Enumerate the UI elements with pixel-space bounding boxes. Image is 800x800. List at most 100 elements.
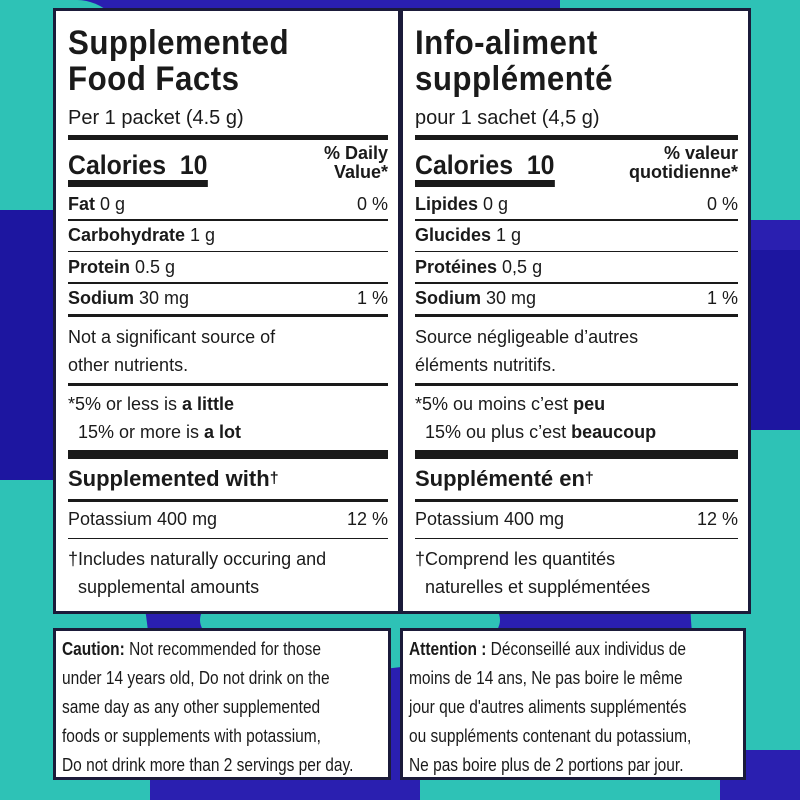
dv-line: quotidienne* xyxy=(629,162,738,182)
nutrient-name: Glucides xyxy=(415,225,492,245)
label-title: Info-aliment supplémenté xyxy=(415,25,712,97)
potassium-amount: Potassium 400 mg xyxy=(68,509,218,529)
caution-line: under 14 years old, Do not drink on the xyxy=(62,668,330,688)
nutrient-amount: 30 mg xyxy=(139,288,190,308)
divider xyxy=(415,219,738,221)
caution-line: Déconseillé aux individus de xyxy=(486,639,687,659)
serving-size: Per 1 packet (4.5 g) xyxy=(68,107,244,129)
dv-line: % Daily xyxy=(323,143,388,163)
nutrient-name: Carbohydrate xyxy=(68,225,186,245)
fn-bold: peu xyxy=(573,393,606,414)
divider xyxy=(68,537,388,539)
daily-value-header: % Daily Value* xyxy=(324,140,388,189)
caution-line: Not recommended for those xyxy=(124,639,321,659)
supp-label: Supplémenté en xyxy=(415,465,585,491)
caution-line: Do not drink more than 2 servings per da… xyxy=(62,755,354,775)
nutrient-name: Fat xyxy=(68,193,95,214)
nutrient-note: Source négligeable d’autres éléments nutr… xyxy=(415,317,738,383)
caution-line: Ne pas boire plus de 2 portions par jour… xyxy=(409,755,684,775)
dv-footnote: *5% or less is a little 15% or more is a… xyxy=(68,386,388,450)
nutrient-amount: 1 g xyxy=(496,225,522,245)
dv-line: Value* xyxy=(333,162,388,182)
note-line: Not a significant source of xyxy=(68,326,276,347)
calories: Calories 10 xyxy=(415,140,555,187)
divider xyxy=(68,250,388,252)
caution-line: same day as any other supplemented xyxy=(62,697,321,717)
divider xyxy=(68,219,388,221)
calories-row: Calories 10 % valeur quotidienne* xyxy=(415,140,738,189)
dagger-footnote: †Includes naturally occuring and suppleme… xyxy=(68,539,388,601)
caution-label: Attention : xyxy=(409,639,487,659)
nutrient-name: Sodium xyxy=(68,288,134,308)
potassium-dv: 12 % xyxy=(346,509,388,529)
nutrient-dv: 1 % xyxy=(356,288,388,308)
divider xyxy=(68,135,388,140)
nutrition-facts-english: Supplemented Food Facts Per 1 packet (4.… xyxy=(53,8,401,614)
calories-value: 10 xyxy=(179,150,208,180)
nutrient-row: Fat 0 g 0 % xyxy=(68,189,388,219)
divider xyxy=(68,498,388,502)
calories-value: 10 xyxy=(526,150,555,180)
caution-line: moins de 14 ans, Ne pas boire le même xyxy=(409,668,683,688)
divider xyxy=(415,382,738,386)
nutrient-name: Lipides xyxy=(415,193,479,214)
caution-label: Caution: xyxy=(62,639,125,659)
dagger-footnote: †Comprend les quantités naturelles et sup… xyxy=(415,539,738,601)
divider xyxy=(415,313,738,317)
nutrient-amount: 1 g xyxy=(190,225,216,245)
divider xyxy=(415,135,738,140)
caution-english: Caution: Not recommended for those under … xyxy=(53,628,391,780)
nutrient-row: Glucides 1 g xyxy=(415,221,738,251)
fn-bold: beaucoup xyxy=(571,421,657,442)
fn-text: *5% or less is xyxy=(68,393,183,414)
caution-line: jour que d'autres aliments supplémentés xyxy=(409,697,687,717)
dv-footnote: *5% ou moins c’est peu 15% ou plus c’est… xyxy=(415,386,738,450)
divider xyxy=(415,498,738,502)
nutrient-dv: 0 % xyxy=(356,193,388,214)
nutrient-row: Lipides 0 g 0 % xyxy=(415,189,738,219)
nutrient-name: Protéines xyxy=(415,256,498,277)
tfn-line: naturelles et supplémentées xyxy=(425,577,651,597)
nutrient-amount: 30 mg xyxy=(486,288,537,308)
nutrient-name: Sodium xyxy=(415,288,481,308)
nutrient-dv: 0 % xyxy=(706,193,738,214)
potassium-row: Potassium 400 mg 12 % xyxy=(68,502,388,538)
nutrition-facts-french: Info-aliment supplémenté pour 1 sachet (… xyxy=(400,8,751,614)
dagger: † xyxy=(269,469,279,487)
calories-row: Calories 10 % Daily Value* xyxy=(68,140,388,189)
tfn-line: supplemental amounts xyxy=(78,577,260,597)
title-line: Food Facts xyxy=(68,60,240,98)
dv-line: % valeur xyxy=(663,143,738,163)
title-line: supplémenté xyxy=(415,60,614,98)
supplemented-header: Supplemented with † xyxy=(68,459,388,499)
label-title: Supplemented Food Facts xyxy=(68,25,362,97)
supp-label: Supplemented with xyxy=(68,465,270,491)
nutrient-name: Protein xyxy=(68,256,131,277)
fn-text: *5% ou moins c’est xyxy=(415,393,574,414)
divider xyxy=(68,282,388,284)
note-line: éléments nutritifs. xyxy=(415,354,557,375)
tfn-line: †Includes naturally occuring and xyxy=(68,549,327,569)
dagger: † xyxy=(584,469,594,487)
nutrient-amount: 0 g xyxy=(483,193,509,214)
divider xyxy=(68,313,388,317)
calories-label: Calories xyxy=(68,150,167,180)
nutrient-row: Protéines 0,5 g xyxy=(415,252,738,282)
divider xyxy=(415,537,738,539)
fn-bold: a lot xyxy=(204,421,242,442)
divider xyxy=(68,382,388,386)
supplemented-header: Supplémenté en † xyxy=(415,459,738,499)
nutrient-amount: 0.5 g xyxy=(135,256,176,277)
caution-line: foods or supplements with potassium, xyxy=(62,726,321,746)
calories: Calories 10 xyxy=(68,140,208,187)
divider xyxy=(415,449,738,459)
caution-french: Attention : Déconseillé aux individus de… xyxy=(400,628,746,780)
nutrient-row: Carbohydrate 1 g xyxy=(68,221,388,251)
potassium-amount: Potassium 400 mg xyxy=(415,509,565,529)
title-line: Supplemented xyxy=(68,24,290,62)
nutrient-row: Sodium 30 mg 1 % xyxy=(415,284,738,314)
note-line: other nutrients. xyxy=(68,354,189,375)
divider xyxy=(68,449,388,459)
calories-label: Calories xyxy=(415,150,514,180)
divider xyxy=(415,282,738,284)
